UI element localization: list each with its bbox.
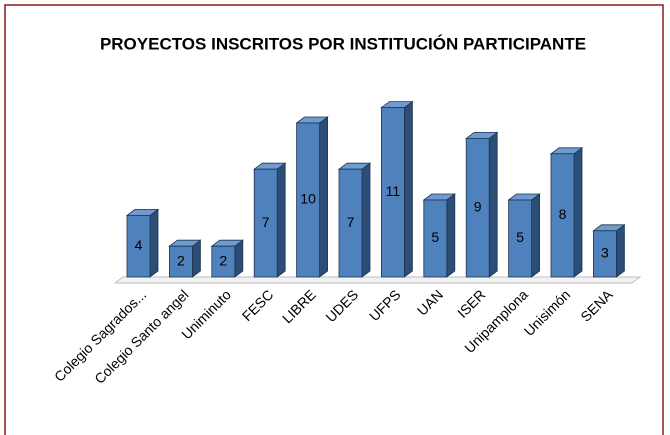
data-label: 2 [219, 252, 227, 268]
bar [168, 245, 193, 278]
data-label: 7 [347, 214, 355, 230]
bar [380, 107, 405, 278]
bar [465, 137, 490, 278]
bar [296, 122, 321, 278]
data-label: 7 [262, 214, 270, 230]
bar-side [531, 193, 540, 278]
floor [113, 276, 642, 284]
bar-side [488, 131, 498, 278]
bar-side [149, 208, 159, 278]
bar [508, 199, 533, 278]
data-label: 10 [300, 191, 316, 207]
data-label: 2 [177, 252, 185, 268]
bar [550, 153, 575, 278]
bar [338, 168, 363, 278]
bar [211, 245, 236, 278]
bar [593, 230, 617, 278]
data-label: 5 [516, 229, 524, 245]
bar [253, 168, 278, 278]
bar-side [319, 116, 329, 278]
data-label: 8 [559, 206, 567, 222]
data-label: 4 [135, 237, 143, 253]
bar-side [403, 100, 413, 278]
data-label: 5 [431, 229, 439, 245]
bar [423, 199, 448, 278]
chart-title: PROYECTOS INSCRITOS POR INSTITUCIÓN PART… [100, 34, 586, 53]
bar-side [616, 224, 625, 278]
bar-side [573, 147, 583, 278]
bar-side [276, 162, 286, 278]
bar-side [361, 162, 371, 278]
data-label: 9 [474, 198, 482, 214]
data-label: 11 [386, 183, 401, 199]
data-label: 3 [601, 245, 609, 261]
bar [126, 214, 151, 278]
bar-side [446, 193, 456, 278]
